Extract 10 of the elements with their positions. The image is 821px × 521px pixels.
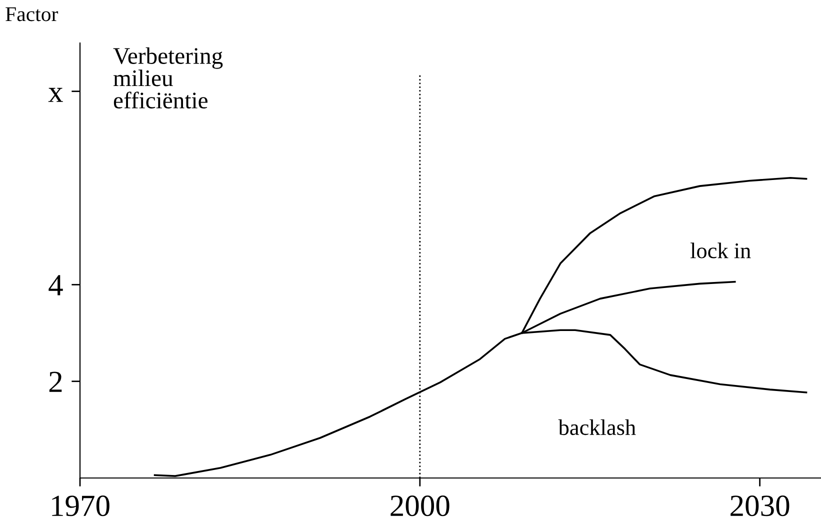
text: lock in (690, 242, 751, 258)
y-axis-title: Factor (6, 7, 58, 22)
x-tick-label: 1970 (52, 496, 110, 516)
y-tick-label: 4 (48, 275, 63, 296)
text: backlash (558, 419, 636, 436)
y-tick-label: x (48, 88, 63, 102)
x-tick-label: 2030 (730, 496, 790, 516)
annotation: Verbetering milieu efficiëntie (113, 47, 223, 108)
y-tick-label: 2 (49, 372, 62, 392)
x-tick-label: 2000 (390, 496, 450, 516)
